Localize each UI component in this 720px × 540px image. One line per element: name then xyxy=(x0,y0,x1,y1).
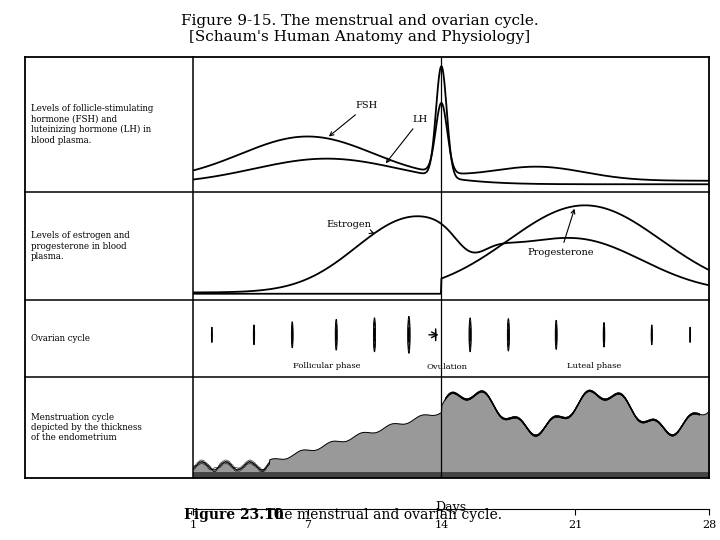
Text: Levels of follicle-stimulating
hormone (FSH) and
luteinizing hormone (LH) in
blo: Levels of follicle-stimulating hormone (… xyxy=(31,104,153,145)
Ellipse shape xyxy=(374,322,375,348)
Ellipse shape xyxy=(603,322,605,347)
Ellipse shape xyxy=(336,319,337,350)
Ellipse shape xyxy=(408,320,410,349)
Ellipse shape xyxy=(336,323,337,346)
Ellipse shape xyxy=(556,325,557,345)
Text: Days: Days xyxy=(436,501,467,514)
Ellipse shape xyxy=(408,327,410,342)
Ellipse shape xyxy=(408,316,410,353)
Ellipse shape xyxy=(508,319,509,351)
Ellipse shape xyxy=(603,327,605,343)
Text: Levels of estrogen and
progesterone in blood
plasma.: Levels of estrogen and progesterone in b… xyxy=(31,231,130,261)
Ellipse shape xyxy=(292,322,293,348)
Text: Figure 23.10: Figure 23.10 xyxy=(184,508,283,522)
Ellipse shape xyxy=(469,318,471,352)
Text: Ovarian cycle: Ovarian cycle xyxy=(31,334,90,343)
Text: FSH: FSH xyxy=(330,102,377,136)
Text: Figure 9-15. The menstrual and ovarian cycle.: Figure 9-15. The menstrual and ovarian c… xyxy=(181,14,539,28)
Ellipse shape xyxy=(469,322,471,348)
Text: LH: LH xyxy=(387,115,428,163)
Ellipse shape xyxy=(651,325,652,345)
Ellipse shape xyxy=(374,318,376,352)
Text: [Schaum's Human Anatomy and Physiology]: [Schaum's Human Anatomy and Physiology] xyxy=(189,30,531,44)
Ellipse shape xyxy=(292,326,293,344)
Ellipse shape xyxy=(374,328,375,341)
Ellipse shape xyxy=(253,325,255,345)
Text: Ovulation: Ovulation xyxy=(427,363,468,371)
Text: Follicular phase: Follicular phase xyxy=(293,362,361,369)
Text: Progesterone: Progesterone xyxy=(528,210,594,257)
Ellipse shape xyxy=(555,320,557,349)
Text: Menstruation cycle
depicted by the thickness
of the endometrium: Menstruation cycle depicted by the thick… xyxy=(31,413,142,442)
Ellipse shape xyxy=(508,323,509,347)
Ellipse shape xyxy=(469,328,470,341)
Text: Luteal phase: Luteal phase xyxy=(567,362,621,369)
Text: The menstrual and ovarian cycle.: The menstrual and ovarian cycle. xyxy=(266,508,503,522)
Text: Estrogen: Estrogen xyxy=(327,220,373,233)
